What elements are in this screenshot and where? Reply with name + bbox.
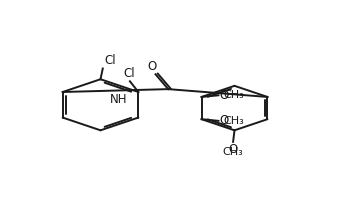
Text: O: O [229,143,238,156]
Text: Cl: Cl [123,67,135,80]
Text: CH₃: CH₃ [223,147,244,157]
Text: O: O [147,60,157,73]
Text: O: O [219,114,228,127]
Text: Cl: Cl [104,54,116,67]
Text: CH₃: CH₃ [223,116,244,125]
Text: O: O [219,89,228,102]
Text: CH₃: CH₃ [223,90,244,100]
Text: NH: NH [110,93,127,106]
